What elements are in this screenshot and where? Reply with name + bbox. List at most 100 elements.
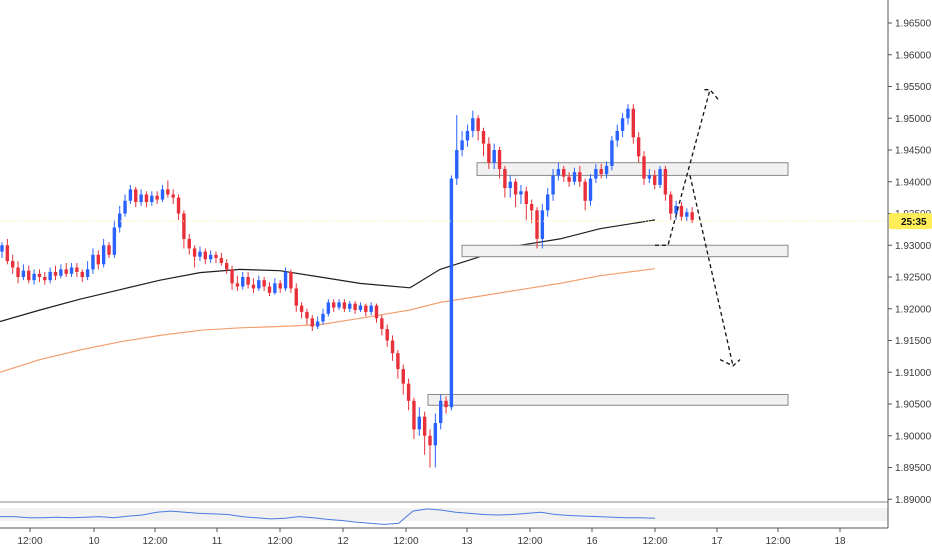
candle-body [37,273,42,277]
candle [182,210,186,249]
candle [321,308,325,325]
y-tick-label: 1.96000 [895,50,932,61]
candle [150,191,154,206]
current-price-badge [889,213,932,230]
y-tick-label: 1.92500 [895,273,932,284]
y-tick-label: 1.91000 [895,368,932,379]
candle [406,378,411,411]
candle-body [460,140,464,150]
candle [364,303,368,317]
candle-body [96,254,100,265]
candle [53,265,58,281]
candle [492,143,496,170]
candle-body [342,302,347,309]
candle-body [321,313,325,322]
candle-body [75,267,79,272]
candle [348,301,352,312]
candle [326,299,331,317]
candle-body [53,271,58,276]
candle-body [134,189,138,203]
candle-body [16,267,20,277]
candle-body [27,270,31,281]
candle [214,251,218,264]
candle-body [107,245,111,255]
candle-body [139,194,143,203]
candle [529,199,534,224]
candle-body [685,212,689,217]
candle [556,162,561,181]
candle [513,178,518,208]
candle [636,132,641,163]
candle [401,364,405,395]
candle-body [160,189,165,200]
candle [610,136,614,171]
x-tick-label: 12:00 [267,536,292,547]
candle-body [663,169,668,195]
candle-body [481,130,486,144]
y-tick-label: 1.92000 [895,304,932,315]
y-tick-label: 1.89500 [895,463,932,474]
candle-body [358,305,363,311]
x-tick-label: 13 [461,536,473,547]
candle-body [374,305,379,319]
x-tick-label: 12:00 [17,536,42,547]
y-tick-label: 1.90000 [895,431,932,442]
x-tick-label: 10 [88,536,100,547]
candle [139,189,143,206]
y-tick-label: 1.95000 [895,114,932,125]
candle [642,151,646,185]
candle [246,271,250,289]
candle [374,303,379,323]
x-tick-label: 11 [212,536,223,547]
candle-body [401,369,405,384]
candle-body [176,197,181,214]
projection [0,89,888,367]
candle [176,194,181,220]
candle [615,124,619,147]
candle [578,165,582,187]
candle [155,191,159,204]
candle-body [465,130,470,141]
candle-body [364,305,368,312]
candle-body [230,269,234,284]
candle-body [444,400,448,408]
candle [96,250,100,270]
candle [471,110,475,138]
candle [310,315,314,331]
y-tick-label: 1.91500 [895,336,932,347]
candle-body [556,169,561,176]
candle [540,203,545,249]
candle [546,188,550,217]
x-tick-label: 12:00 [642,536,667,547]
candle-body [653,175,657,185]
candle [235,275,240,291]
candle [535,207,539,249]
candle-body [235,283,240,287]
candle [225,259,229,274]
oscillator-line [0,508,656,525]
candle [59,264,63,279]
candle-body [620,118,625,131]
candle [171,189,175,204]
candle-body [615,130,619,141]
candle-body [0,245,4,252]
candle [572,167,577,185]
candle-body [69,267,74,274]
oscillator-pane [0,501,888,525]
projection-up-path [655,89,711,246]
candle-body [182,213,186,239]
candle-body [513,181,518,195]
candle [128,184,133,204]
candle-body [262,280,266,287]
candle [583,178,587,211]
candle-body [11,261,15,268]
candle [396,350,400,379]
candle-body [497,150,502,170]
candle [631,104,635,144]
x-tick-label: 17 [711,536,723,547]
candle [439,394,443,430]
candle-body [251,284,256,289]
x-tick-label: 12:00 [393,536,418,547]
zones [427,162,789,406]
